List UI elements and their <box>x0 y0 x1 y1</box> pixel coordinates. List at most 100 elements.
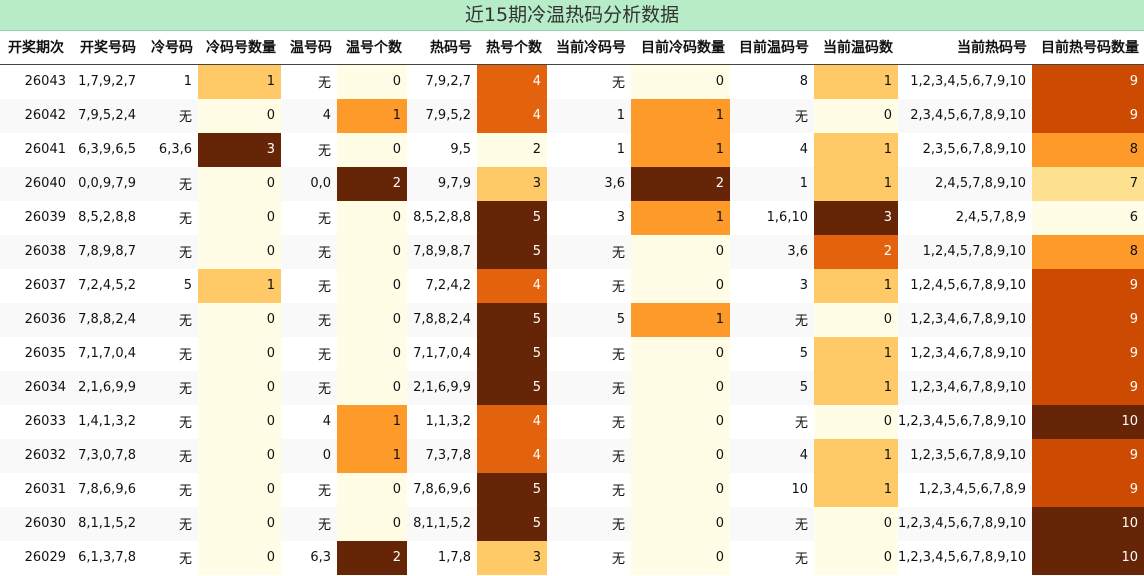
table-cell: 7,2,4,2 <box>407 268 477 303</box>
table-cell: 0 <box>198 438 281 473</box>
table-cell: 无 <box>281 64 337 99</box>
table-cell: 6,3,6 <box>142 132 198 167</box>
table-cell: 7,8,8,2,4 <box>407 302 477 337</box>
table-cell: 0 <box>814 404 898 439</box>
table-cell: 1,2,3,4,5,6,7,8,9 <box>898 472 1032 507</box>
table-cell: 3,6 <box>547 166 631 201</box>
table-cell: 0 <box>198 506 281 541</box>
table-cell: 无 <box>281 234 337 269</box>
table-cell: 9,5 <box>407 132 477 167</box>
table-cell: 无 <box>730 540 814 575</box>
table-cell: 1,7,8 <box>407 540 477 575</box>
column-header: 温号码 <box>281 30 337 65</box>
table-cell: 5 <box>477 472 547 507</box>
table-cell: 8,1,1,5,2 <box>407 506 477 541</box>
table-row: 26041 6,3,9,6,5 6,3,6 3 无 0 9,5 2 1 1 4 1 2,3,5,6,7,… <box>0 132 1144 167</box>
table-title: 近15期冷温热码分析数据 <box>0 0 1144 31</box>
table-cell: 0 <box>198 404 281 439</box>
column-header: 开奖期次 <box>0 30 72 65</box>
table-cell: 9 <box>1032 268 1144 303</box>
table-cell: 26040 <box>0 166 72 201</box>
table-cell: 4 <box>477 98 547 133</box>
table-cell: 0 <box>337 268 407 303</box>
table-row: 26040 0,0,9,7,9 无 0 0,0 2 9,7,9 3 3,6 2 1 1 2,4,5,7,… <box>0 166 1144 201</box>
table-cell: 0 <box>631 370 730 405</box>
table-row: 26033 1,4,1,3,2 无 0 4 1 1,1,3,2 4 无 0 无 0 1,2,3,4,5,… <box>0 404 1144 439</box>
table-cell: 无 <box>730 506 814 541</box>
table-cell: 7,8,9,8,7 <box>72 234 142 269</box>
table-cell: 1 <box>337 438 407 473</box>
table-cell: 7,1,7,0,4 <box>407 336 477 371</box>
table-cell: 1 <box>814 268 898 303</box>
table-cell: 1 <box>814 438 898 473</box>
table-cell: 无 <box>281 132 337 167</box>
table-cell: 4 <box>477 438 547 473</box>
table-cell: 0 <box>337 370 407 405</box>
table-cell: 0 <box>631 336 730 371</box>
table-cell: 1,7,9,2,7 <box>72 64 142 99</box>
table-cell: 1 <box>814 336 898 371</box>
table-cell: 0 <box>337 336 407 371</box>
table-cell: 无 <box>142 234 198 269</box>
table-cell: 0 <box>814 98 898 133</box>
table-cell: 26043 <box>0 64 72 99</box>
table-cell: 1 <box>814 370 898 405</box>
table-cell: 3 <box>730 268 814 303</box>
table-cell: 2 <box>477 132 547 167</box>
table-cell: 7,3,7,8 <box>407 438 477 473</box>
table-cell: 1 <box>547 98 631 133</box>
table-cell: 无 <box>547 268 631 303</box>
table-cell: 26035 <box>0 336 72 371</box>
table-cell: 8 <box>1032 234 1144 269</box>
table-cell: 无 <box>142 540 198 575</box>
table-cell: 无 <box>142 302 198 337</box>
table-cell: 无 <box>547 370 631 405</box>
table-cell: 10 <box>1032 540 1144 575</box>
table-cell: 9 <box>1032 472 1144 507</box>
table-cell: 0 <box>337 64 407 99</box>
table-row: 26042 7,9,5,2,4 无 0 4 1 7,9,5,2 4 1 1 无 0 2,3,4,5,6,… <box>0 98 1144 133</box>
table-cell: 5 <box>142 268 198 303</box>
table-cell: 0 <box>631 268 730 303</box>
table-cell: 0 <box>281 438 337 473</box>
table-cell: 2,3,5,6,7,8,9,10 <box>898 132 1032 167</box>
table-cell: 26032 <box>0 438 72 473</box>
table-cell: 0 <box>631 506 730 541</box>
table-cell: 0,0 <box>281 166 337 201</box>
table-row: 26035 7,1,7,0,4 无 0 无 0 7,1,7,0,4 5 无 0 5 1 1,2,3,4,… <box>0 336 1144 371</box>
table-cell: 无 <box>281 336 337 371</box>
table-cell: 无 <box>142 506 198 541</box>
table-cell: 0 <box>631 438 730 473</box>
table-cell: 无 <box>547 438 631 473</box>
table-cell: 无 <box>281 200 337 235</box>
table-cell: 26036 <box>0 302 72 337</box>
table-cell: 0 <box>337 506 407 541</box>
table-cell: 1 <box>142 64 198 99</box>
table-cell: 无 <box>547 404 631 439</box>
table-cell: 26030 <box>0 506 72 541</box>
table-row: 26031 7,8,6,9,6 无 0 无 0 7,8,6,9,6 5 无 0 10 1 1,2,3,4… <box>0 472 1144 507</box>
table-cell: 无 <box>281 268 337 303</box>
table-cell: 4 <box>730 132 814 167</box>
table-cell: 8,5,2,8,8 <box>407 200 477 235</box>
table-cell: 2 <box>337 166 407 201</box>
table-cell: 5 <box>477 506 547 541</box>
table-cell: 9,7,9 <box>407 166 477 201</box>
table-cell: 无 <box>281 506 337 541</box>
table-cell: 无 <box>547 64 631 99</box>
table-cell: 5 <box>477 200 547 235</box>
table-cell: 26034 <box>0 370 72 405</box>
table-cell: 无 <box>142 200 198 235</box>
table-cell: 26038 <box>0 234 72 269</box>
table-cell: 0 <box>198 234 281 269</box>
table-cell: 0 <box>814 506 898 541</box>
table-cell: 无 <box>730 404 814 439</box>
column-header: 温号个数 <box>337 30 407 65</box>
table-row: 26029 6,1,3,7,8 无 0 6,3 2 1,7,8 3 无 0 无 0 1,2,3,4,5,… <box>0 540 1144 575</box>
table-row: 26034 2,1,6,9,9 无 0 无 0 2,1,6,9,9 5 无 0 5 1 1,2,3,4,… <box>0 370 1144 405</box>
table-cell: 1,2,3,4,5,6,7,8,9,10 <box>898 404 1032 439</box>
table-cell: 无 <box>730 302 814 337</box>
table-cell: 3 <box>198 132 281 167</box>
table-cell: 0 <box>814 302 898 337</box>
table-cell: 8 <box>730 64 814 99</box>
